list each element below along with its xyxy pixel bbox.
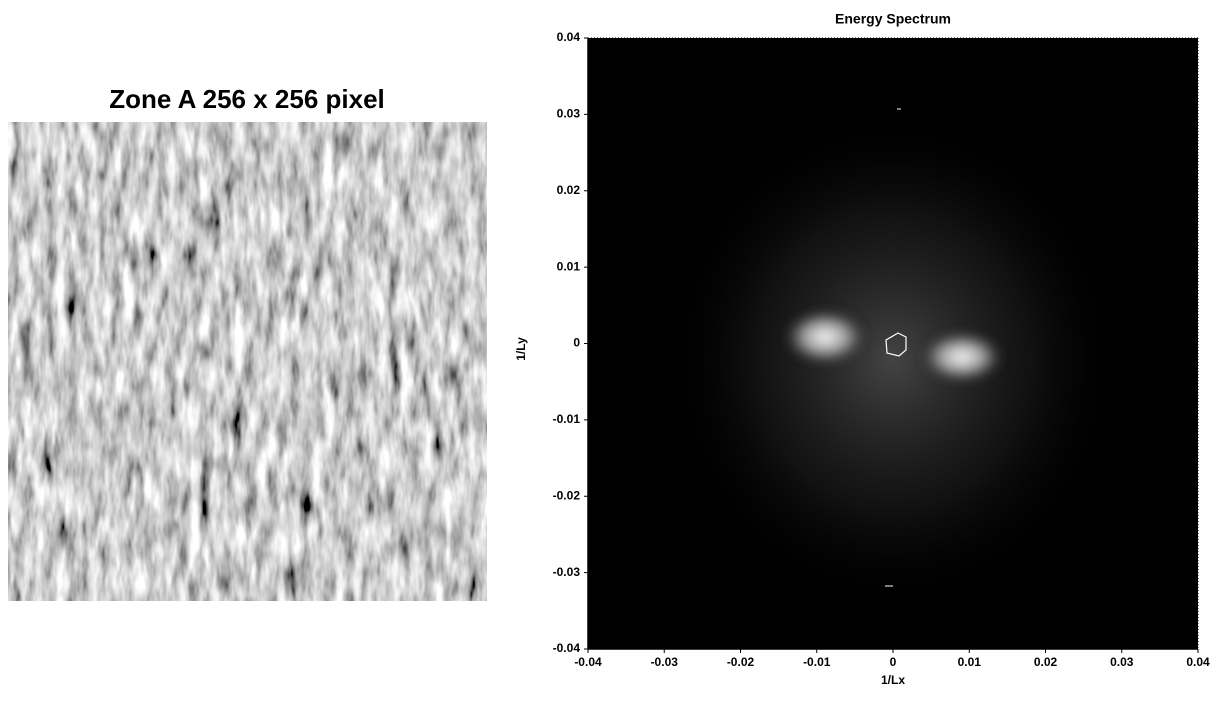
spectrum-peak (780, 307, 870, 367)
texture-noise (8, 122, 487, 601)
chart-title: Energy Spectrum (835, 11, 951, 27)
y-axis-label: 1/Ly (514, 337, 528, 361)
x-tick-label: 0.02 (1034, 655, 1058, 669)
x-tick-label: 0 (890, 655, 897, 669)
y-tick-label: 0.03 (557, 107, 581, 121)
x-tick-label: 0.03 (1110, 655, 1134, 669)
y-tick-label: 0.04 (557, 30, 581, 44)
x-tick-label: -0.03 (651, 655, 679, 669)
y-tick-label: -0.04 (553, 641, 581, 655)
image-title: Zone A 256 x 256 pixel (109, 84, 385, 114)
y-tick-label: -0.03 (553, 565, 581, 579)
x-tick-label: -0.04 (574, 655, 602, 669)
x-tick-label: -0.01 (803, 655, 831, 669)
y-tick-label: -0.01 (553, 412, 581, 426)
y-tick-label: -0.02 (553, 488, 581, 502)
x-tick-label: 0.01 (958, 655, 982, 669)
contour (885, 332, 907, 357)
spectrum-peak (917, 329, 1007, 385)
x-tick-label: 0.04 (1186, 655, 1210, 669)
x-tick-label: -0.02 (727, 655, 755, 669)
x-axis-label: 1/Lx (881, 673, 905, 687)
y-tick-label: 0 (573, 336, 580, 350)
y-tick-label: 0.01 (557, 259, 581, 273)
y-tick-label: 0.02 (557, 183, 581, 197)
spectrum-halo (663, 110, 1123, 610)
